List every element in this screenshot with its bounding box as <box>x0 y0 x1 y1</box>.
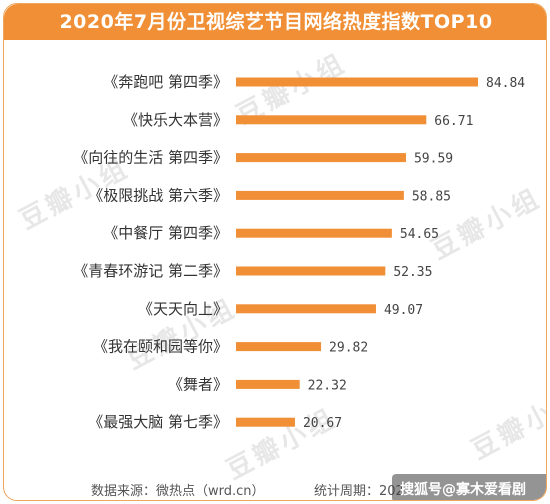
bar <box>236 342 322 352</box>
value-label: 29.82 <box>329 341 368 356</box>
stat-period-note: 统计周期：202 <box>314 484 404 499</box>
data-source-note: 数据来源：微热点（wrd.cn） <box>91 484 265 499</box>
category-label: 《向往的生活 第四季》 <box>73 149 228 167</box>
value-label: 22.32 <box>308 378 347 393</box>
value-label: 66.71 <box>434 114 473 129</box>
value-label: 52.35 <box>393 265 432 280</box>
bar <box>236 379 300 389</box>
category-label: 《最强大脑 第七季》 <box>88 413 228 431</box>
value-label: 59.59 <box>414 152 453 167</box>
category-label: 《青春环游记 第二季》 <box>73 262 228 280</box>
bar <box>236 115 427 125</box>
chart-title: 2020年7月份卫视综艺节目网络热度指数TOP10 <box>59 11 493 33</box>
category-label: 《中餐厅 第四季》 <box>103 224 228 242</box>
chart-card: 2020年7月份卫视综艺节目网络热度指数TOP10 豆瓣小组 豆瓣小组 豆瓣小组… <box>3 3 547 501</box>
value-label: 84.84 <box>486 76 525 91</box>
publisher-badge-text: 搜狐号@寡木爱看剧 <box>400 482 526 498</box>
value-label: 20.67 <box>303 416 342 431</box>
category-label: 《天天向上》 <box>138 300 228 318</box>
category-label: 《我在颐和园等你》 <box>93 338 228 356</box>
value-label: 54.65 <box>400 227 439 242</box>
category-label: 《舞者》 <box>168 375 228 393</box>
bar <box>236 417 295 427</box>
publisher-badge: 搜狐号@寡木爱看剧 <box>392 474 546 500</box>
bar-chart: 《奔跑吧 第四季》 84.84 《快乐大本营》 66.71 《向往的生活 第四季》 59.… <box>73 73 525 431</box>
bar <box>236 228 392 238</box>
category-label: 《极限挑战 第六季》 <box>88 186 228 204</box>
title-bar <box>4 4 546 40</box>
bar <box>236 190 404 200</box>
value-label: 58.85 <box>412 189 451 204</box>
value-label: 49.07 <box>384 303 423 318</box>
category-label: 《快乐大本营》 <box>123 111 228 129</box>
bar <box>236 153 406 163</box>
bar <box>236 304 376 314</box>
category-label: 《奔跑吧 第四季》 <box>103 73 228 91</box>
bar <box>236 77 478 87</box>
bar <box>236 266 386 276</box>
